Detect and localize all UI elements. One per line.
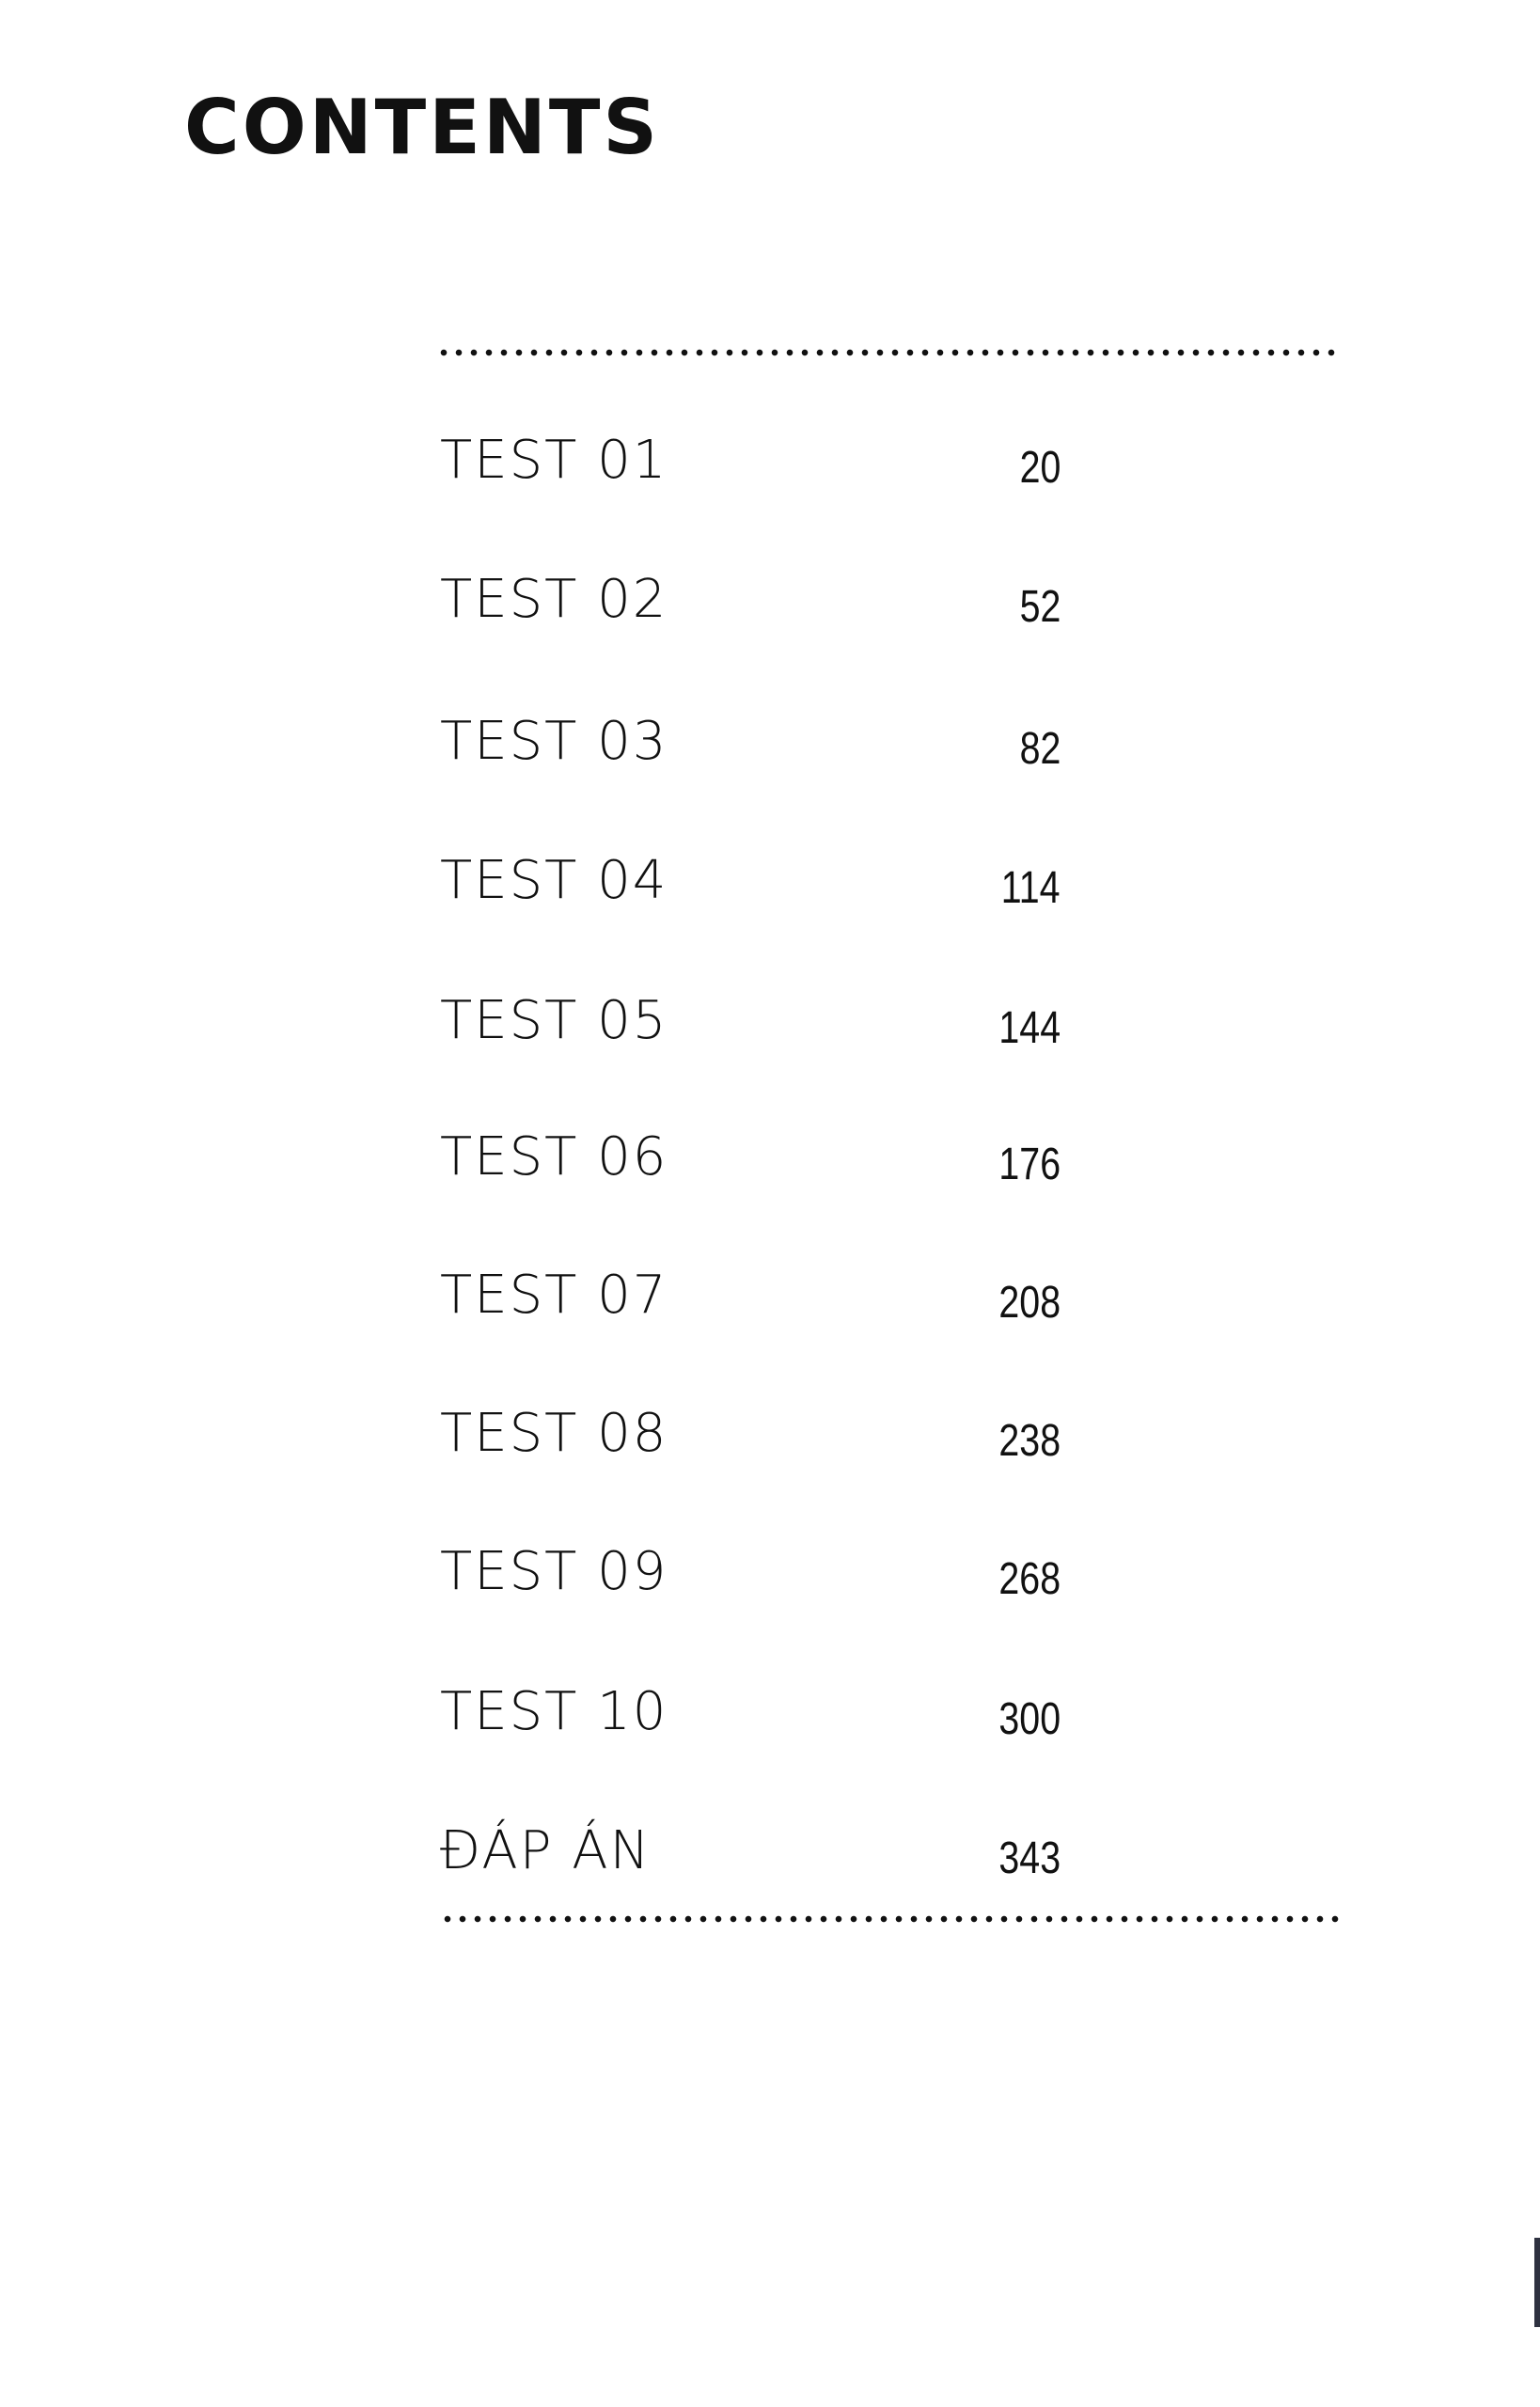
toc-entry-page-number: 300 <box>998 1694 1061 1744</box>
top-dotted-divider <box>436 349 1335 356</box>
toc-entry[interactable]: TEST 04 114 <box>440 839 1061 923</box>
toc-entry[interactable]: TEST 09 268 <box>440 1530 1061 1614</box>
bottom-dotted-divider <box>440 1915 1341 1923</box>
toc-entry-page-number: 343 <box>998 1833 1061 1883</box>
toc-entry[interactable]: TEST 06 176 <box>440 1115 1061 1200</box>
toc-entry-page-number: 208 <box>998 1278 1061 1328</box>
toc-entry[interactable]: TEST 01 20 <box>440 418 1061 503</box>
toc-entry-label: TEST 07 <box>440 1265 668 1326</box>
toc-entry-label: TEST 05 <box>440 990 668 1051</box>
toc-entry[interactable]: TEST 03 82 <box>440 700 1061 784</box>
toc-entry-label: TEST 08 <box>440 1403 668 1464</box>
toc-entry[interactable]: TEST 08 238 <box>440 1392 1061 1476</box>
toc-entry-page-number: 144 <box>998 1003 1061 1053</box>
toc-entry-page-number: 176 <box>998 1140 1061 1189</box>
toc-entry[interactable]: TEST 10 300 <box>440 1670 1061 1754</box>
toc-entry-page-number: 114 <box>1001 863 1061 913</box>
toc-entry-label: TEST 10 <box>440 1681 668 1742</box>
toc-entry-page-number: 52 <box>1019 582 1061 632</box>
toc-entry-page-number: 238 <box>998 1416 1061 1466</box>
toc-entry[interactable]: TEST 07 208 <box>440 1253 1061 1338</box>
page-title: CONTENTS <box>184 84 661 171</box>
page-edge-mark <box>1534 2238 1540 2327</box>
toc-entry-label: TEST 09 <box>440 1541 668 1602</box>
toc-entry[interactable]: ĐÁP ÁN 343 <box>440 1809 1061 1894</box>
toc-entry-label: TEST 01 <box>440 430 668 491</box>
toc-entry-page-number: 20 <box>1019 443 1061 493</box>
toc-entry-label: TEST 03 <box>440 711 668 772</box>
toc-entry[interactable]: TEST 02 52 <box>440 558 1061 642</box>
toc-entry-label: TEST 02 <box>440 569 668 630</box>
toc-entry-page-number: 268 <box>998 1554 1061 1604</box>
toc-entry-label: TEST 04 <box>440 850 668 911</box>
toc-entry-page-number: 82 <box>1019 724 1061 774</box>
toc-entry-label: TEST 06 <box>440 1126 668 1188</box>
toc-entry-label: ĐÁP ÁN <box>440 1820 652 1881</box>
toc-entry[interactable]: TEST 05 144 <box>440 979 1061 1063</box>
